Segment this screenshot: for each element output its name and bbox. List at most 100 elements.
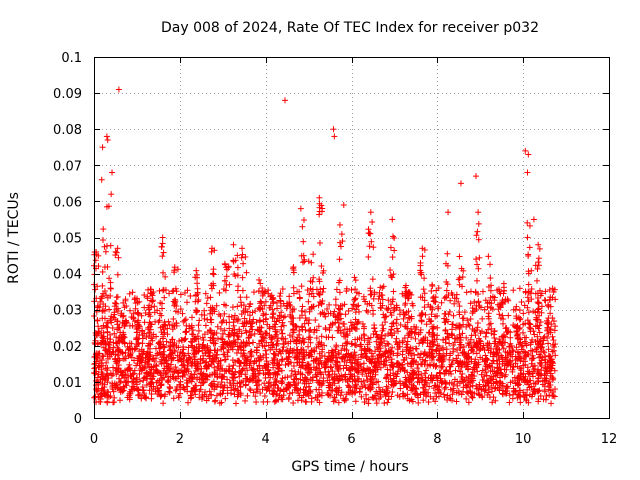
data-point [243,294,250,301]
data-point [166,383,173,390]
data-point [474,320,481,327]
data-point [208,316,215,323]
data-point [333,286,340,293]
data-point [400,315,407,322]
data-point [239,287,246,294]
data-point [456,253,463,260]
data-point [103,323,110,330]
data-point [306,328,313,335]
data-point [525,281,532,288]
data-point [107,285,114,292]
data-point [535,255,542,262]
data-point [299,303,306,310]
data-point [290,284,297,291]
y-tick-labels: 0 0.01 0.02 0.03 0.04 0.05 0.06 0.07 0.08 0.09 0.1 [53,51,82,427]
data-point [332,296,339,303]
data-point [274,340,281,347]
data-point [337,243,344,250]
data-point [235,283,242,290]
data-point [445,209,452,216]
data-point [473,277,480,284]
data-point [320,285,327,292]
data-point [382,319,389,326]
data-point [296,295,303,302]
data-point [250,289,257,296]
data-point [299,223,306,230]
data-point [195,322,202,329]
data-point [126,290,133,297]
data-point [193,267,200,274]
data-point [450,312,457,319]
data-point [426,383,433,390]
data-point [229,304,236,311]
data-point [290,264,297,271]
data-point [230,322,237,329]
x-tick-label: 10 [515,432,532,447]
data-point [387,267,394,274]
data-point [381,400,388,407]
data-point [335,350,342,357]
data-point [417,259,424,266]
data-point [336,256,343,263]
data-point [420,397,427,404]
data-point [172,387,179,394]
y-tick-label: 0.08 [53,123,82,138]
data-point [232,400,239,407]
data-point [109,324,116,331]
data-point [352,398,359,405]
data-point [385,341,392,348]
data-point [434,324,441,331]
data-point [516,307,523,314]
data-point [530,216,537,223]
data-point [306,383,313,390]
data-point [390,288,397,295]
data-point [509,347,516,354]
data-point [420,286,427,293]
data-point [489,399,496,406]
data-point [384,399,391,406]
data-point [322,326,329,333]
data-point [367,209,374,216]
data-point [117,379,124,386]
data-point [391,247,398,254]
data-point [316,194,323,201]
data-point [548,400,555,407]
data-point [463,395,470,402]
data-point [473,256,480,263]
data-point [545,340,552,347]
data-point [423,367,430,374]
data-point [305,298,312,305]
data-point [331,133,338,140]
data-point [255,305,262,312]
data-point [429,295,436,302]
data-point [338,231,345,238]
data-point [99,282,106,289]
data-point [159,253,166,260]
data-point [414,365,421,372]
data-point [264,398,271,405]
data-point [129,289,136,296]
data-point [455,352,462,359]
data-point [406,347,413,354]
data-point [550,347,557,354]
data-point [377,364,384,371]
data-point [336,289,343,296]
data-point [404,343,411,350]
data-point [102,248,109,255]
data-point [166,389,173,396]
data-point [541,297,548,304]
data-point [141,319,148,326]
data-point [389,320,396,327]
data-point [234,303,241,310]
data-point [181,317,188,324]
x-tick-label: 8 [433,432,441,447]
data-point [397,385,404,392]
data-point [520,310,527,317]
data-point [242,382,249,389]
data-point [114,271,121,278]
data-point [158,392,165,399]
x-tick-label: 2 [176,432,184,447]
data-point [544,320,551,327]
data-point [233,349,240,356]
data-point [467,315,474,322]
